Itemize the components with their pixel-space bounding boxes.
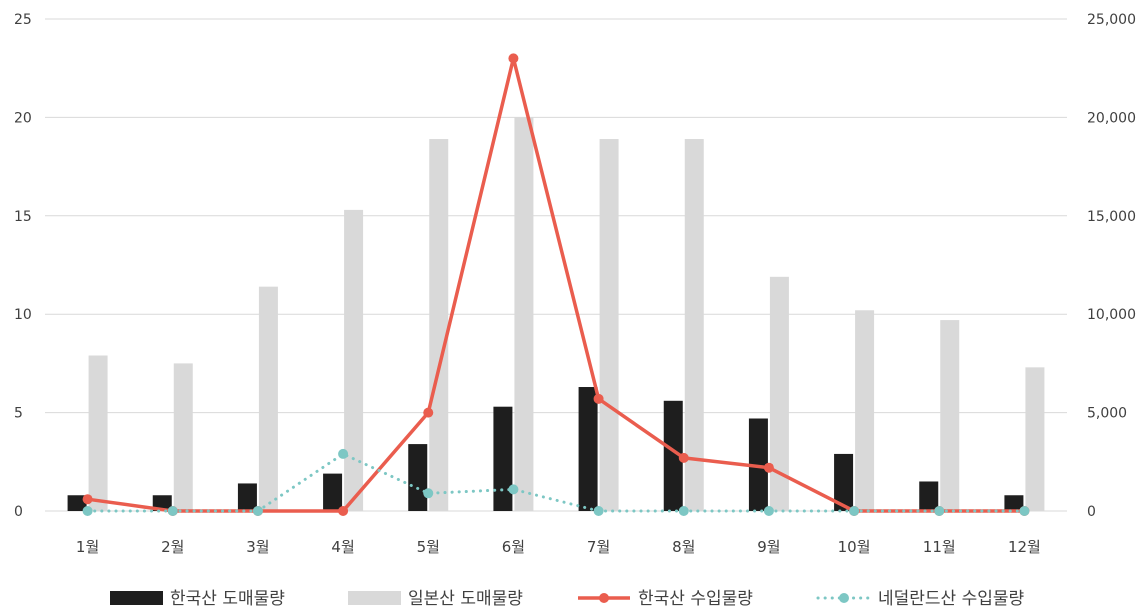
- bar: [940, 320, 960, 511]
- bar: [67, 495, 87, 511]
- line-point: [82, 494, 93, 505]
- x-tick-label: 11월: [923, 538, 956, 556]
- x-tick-label: 4월: [331, 538, 354, 556]
- y-right-tick-label: 5,000: [1087, 406, 1127, 422]
- legend-label: 일본산 도매물량: [408, 589, 523, 609]
- y-right-tick-label: 15,000: [1087, 209, 1136, 225]
- bar: [429, 139, 449, 511]
- line-point: [678, 452, 689, 463]
- bar: [408, 444, 428, 511]
- bar: [578, 387, 598, 511]
- line-point: [338, 448, 349, 459]
- y-left-tick-label: 0: [14, 504, 23, 520]
- line-point: [82, 506, 93, 516]
- x-tick-label: 3월: [246, 538, 269, 556]
- y-left-tick-label: 5: [14, 406, 23, 422]
- legend-label: 한국산 수입물량: [638, 589, 753, 609]
- x-tick-label: 5월: [417, 538, 440, 556]
- legend-label: 네덜란드산 수입물량: [878, 589, 1025, 609]
- x-tick-label: 2월: [161, 538, 184, 556]
- series-line: [86, 452, 1026, 513]
- x-tick-label: 6월: [502, 538, 525, 556]
- legend-swatch: [348, 591, 401, 605]
- y-right-tick-label: 10,000: [1087, 307, 1136, 323]
- legend-marker: [599, 593, 609, 603]
- y-right-tick-label: 20,000: [1087, 110, 1136, 126]
- line-point: [167, 506, 178, 516]
- y-left-tick-label: 15: [14, 209, 32, 225]
- line-point: [1019, 506, 1030, 516]
- line-point: [423, 407, 434, 418]
- bar: [88, 355, 108, 511]
- bar: [599, 139, 619, 511]
- line-point: [593, 393, 604, 404]
- bar: [855, 310, 875, 511]
- bar: [769, 276, 789, 511]
- y-left-tick-label: 20: [14, 110, 32, 126]
- bar: [1025, 367, 1045, 511]
- line-point: [423, 488, 434, 499]
- line-point: [763, 506, 774, 516]
- line-point: [763, 462, 774, 473]
- bar: [152, 495, 172, 511]
- bar: [684, 139, 704, 511]
- bar: [323, 473, 343, 511]
- line-point: [252, 506, 263, 516]
- line-point: [678, 506, 689, 516]
- axes: 0 0 5 5,000 10 10,000 15 15,000 20 20,000 25 25,000…: [14, 12, 1136, 556]
- bar: [663, 400, 683, 511]
- legend-marker: [839, 593, 849, 603]
- bar: [514, 117, 534, 512]
- bar: [834, 453, 854, 511]
- x-tick-label: 10월: [838, 538, 871, 556]
- x-tick-label: 9월: [757, 538, 780, 556]
- bar: [493, 406, 513, 511]
- line-point: [934, 506, 945, 516]
- legend-label: 한국산 도매물량: [170, 589, 285, 609]
- bar: [344, 209, 364, 511]
- bar: [919, 481, 939, 511]
- bar: [173, 363, 193, 511]
- line-point: [338, 506, 349, 516]
- y-right-tick-label: 0: [1087, 504, 1096, 520]
- y-left-tick-label: 10: [14, 307, 32, 323]
- legend-swatch: [110, 591, 163, 605]
- lines: [82, 53, 1030, 516]
- grid-lines: [45, 18, 1067, 512]
- x-tick-label: 8월: [672, 538, 695, 556]
- line-point: [508, 484, 519, 495]
- bar: [237, 483, 257, 511]
- line-point: [849, 506, 860, 516]
- bar: [258, 286, 278, 511]
- y-left-tick-label: 25: [14, 12, 32, 28]
- bars: [67, 117, 1045, 512]
- line-point: [508, 53, 519, 64]
- series-line: [87, 56, 1025, 513]
- x-tick-label: 12월: [1008, 538, 1041, 556]
- bar: [1004, 495, 1024, 511]
- x-tick-label: 1월: [76, 538, 99, 556]
- y-right-tick-label: 25,000: [1087, 12, 1136, 28]
- x-tick-label: 7월: [587, 538, 610, 556]
- line-point: [593, 506, 604, 516]
- legend: 한국산 도매물량 일본산 도매물량 한국산 수입물량 네덜란드산 수입물량: [110, 589, 1025, 609]
